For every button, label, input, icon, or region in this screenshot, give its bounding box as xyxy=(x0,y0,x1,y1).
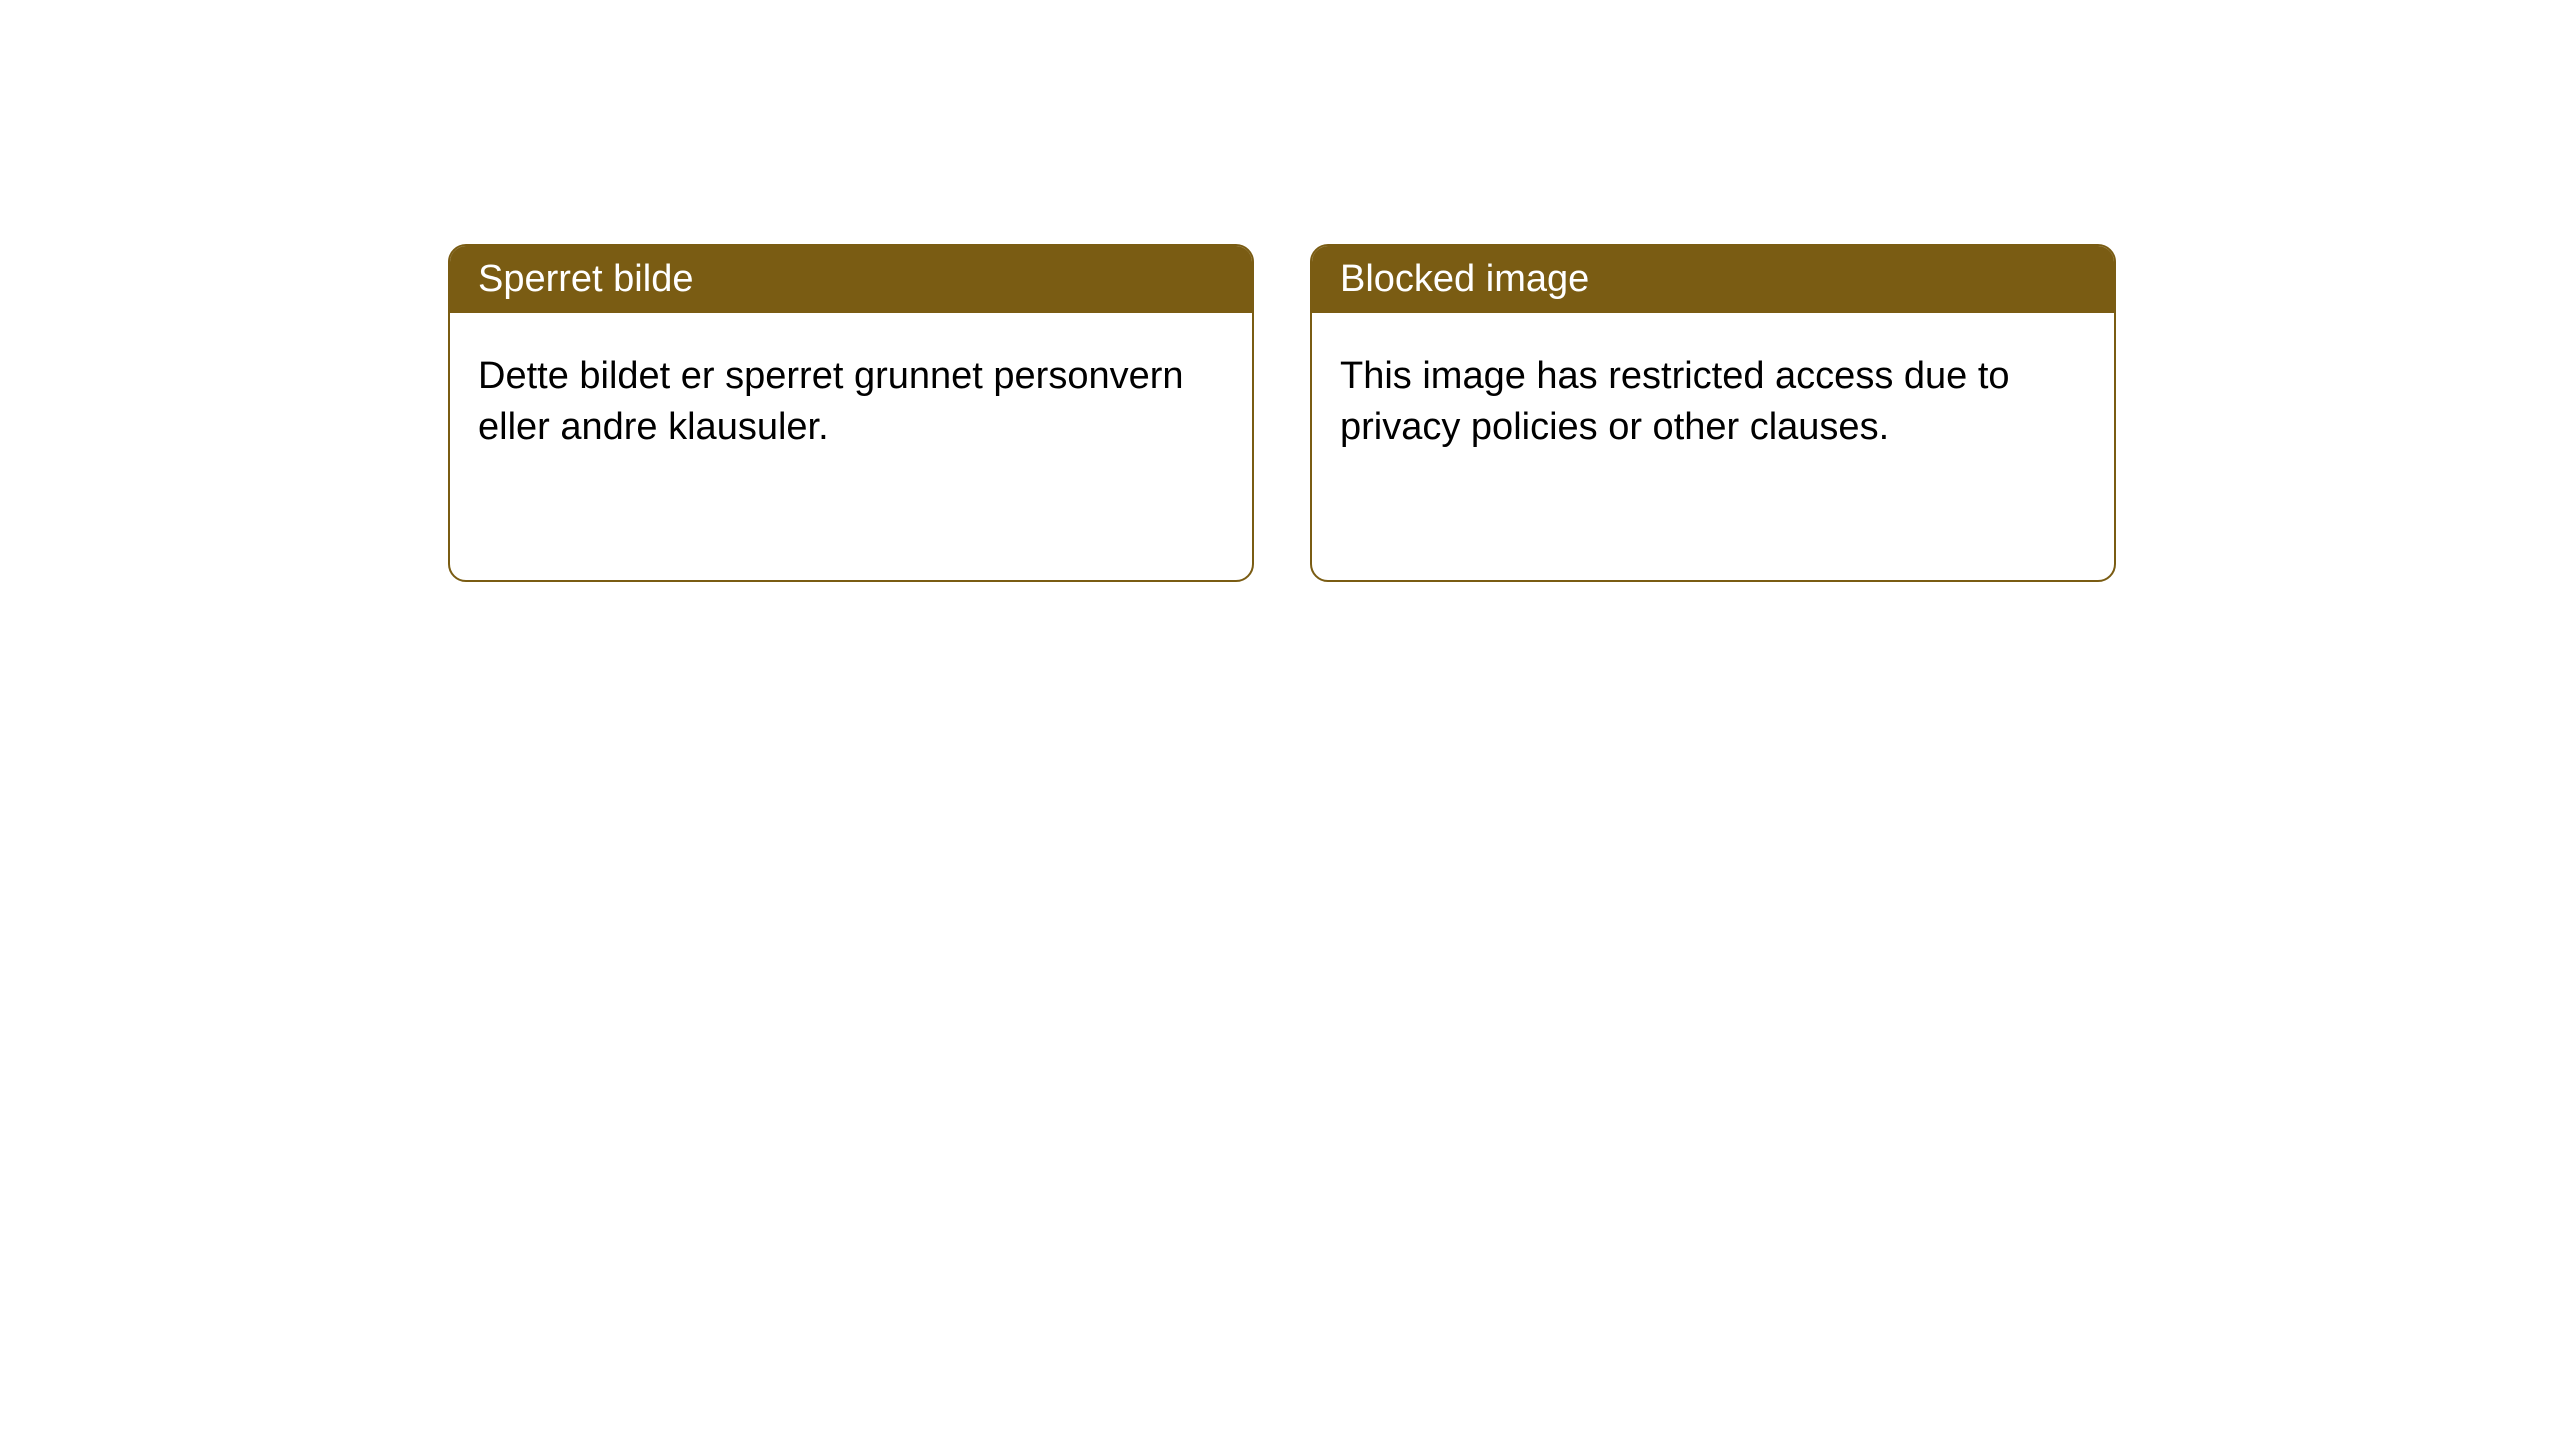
card-title-no: Sperret bilde xyxy=(478,258,693,300)
blocked-image-card-no: Sperret bilde Dette bildet er sperret gr… xyxy=(448,244,1254,582)
blocked-image-card-en: Blocked image This image has restricted … xyxy=(1310,244,2116,582)
card-body-no: Dette bildet er sperret grunnet personve… xyxy=(450,313,1252,492)
card-header-en: Blocked image xyxy=(1312,246,2114,313)
card-text-no: Dette bildet er sperret grunnet personve… xyxy=(478,355,1184,448)
card-body-en: This image has restricted access due to … xyxy=(1312,313,2114,492)
notice-container: Sperret bilde Dette bildet er sperret gr… xyxy=(448,244,2116,582)
card-title-en: Blocked image xyxy=(1340,258,1589,300)
card-text-en: This image has restricted access due to … xyxy=(1340,355,2010,448)
card-header-no: Sperret bilde xyxy=(450,246,1252,313)
